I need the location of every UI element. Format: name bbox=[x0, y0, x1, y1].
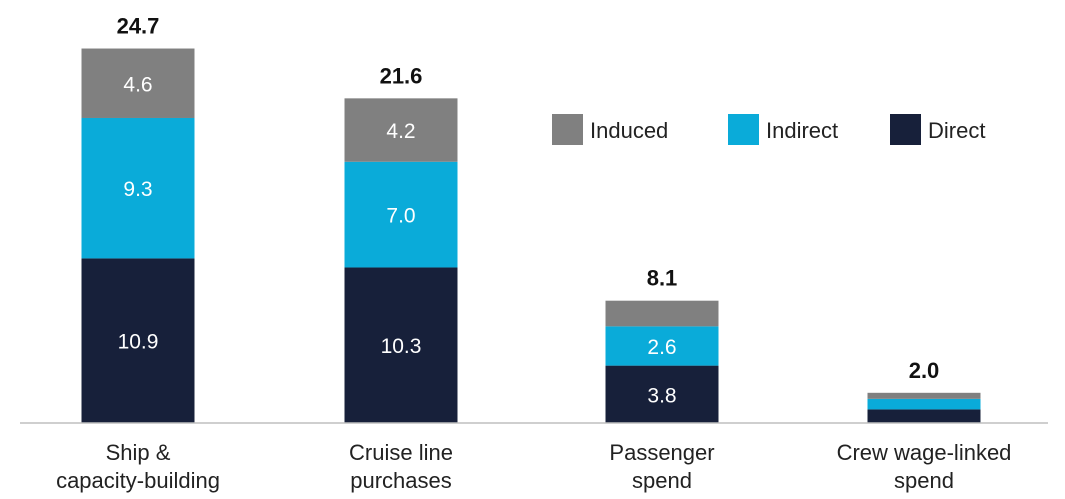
segment-value-label: 3.8 bbox=[647, 384, 676, 407]
category-label: Passenger spend bbox=[609, 440, 714, 493]
category-label: Cruise line purchases bbox=[349, 440, 453, 493]
legend: Induced Indirect Direct bbox=[552, 114, 985, 145]
segment-value-label: 7.0 bbox=[386, 205, 415, 228]
bar-segment-induced bbox=[605, 300, 719, 327]
bar-segment-indirect bbox=[81, 117, 195, 259]
bar-segment-indirect bbox=[867, 398, 981, 410]
bar-total-label: 24.7 bbox=[117, 14, 160, 39]
segment-value-label: 4.6 bbox=[123, 73, 152, 96]
bars-layer bbox=[81, 48, 981, 423]
segment-value-label: 10.3 bbox=[381, 335, 422, 358]
legend-label-indirect: Indirect bbox=[766, 118, 838, 143]
category-label-line: Crew wage-linked bbox=[837, 440, 1012, 465]
legend-swatch-direct bbox=[890, 114, 921, 145]
bar-segment-direct bbox=[81, 258, 195, 423]
segment-value-label: 4.2 bbox=[386, 120, 415, 143]
category-label-line: purchases bbox=[350, 468, 452, 493]
category-label: Crew wage-linked spend bbox=[837, 440, 1012, 493]
category-label-line: spend bbox=[894, 468, 954, 493]
category-label-line: spend bbox=[632, 468, 692, 493]
bar-segment-induced bbox=[867, 392, 981, 399]
category-labels: Ship & capacity-building Cruise line purcha… bbox=[56, 440, 1011, 493]
legend-label-induced: Induced bbox=[590, 118, 668, 143]
bar-segment-induced bbox=[344, 98, 458, 162]
legend-swatch-induced bbox=[552, 114, 583, 145]
segment-value-label: 9.3 bbox=[123, 178, 152, 201]
category-label-line: Ship & bbox=[106, 440, 171, 465]
legend-swatch-indirect bbox=[728, 114, 759, 145]
segment-value-label: 10.9 bbox=[118, 331, 159, 354]
bar-segment-indirect bbox=[605, 326, 719, 366]
bar-segment-indirect bbox=[344, 161, 458, 268]
category-label: Ship & capacity-building bbox=[56, 440, 220, 493]
bar-segment-direct bbox=[867, 409, 981, 423]
bar-total-label: 8.1 bbox=[647, 266, 678, 291]
segment-value-label: 2.6 bbox=[647, 336, 676, 359]
bar-total-label: 2.0 bbox=[909, 358, 940, 383]
bar-total-label: 21.6 bbox=[380, 63, 423, 88]
bar-segment-direct bbox=[344, 267, 458, 423]
category-label-line: Cruise line bbox=[349, 440, 453, 465]
bar-segment-direct bbox=[605, 365, 719, 423]
bar-segment-induced bbox=[81, 48, 195, 118]
labels-layer: 10.9 9.3 4.6 24.7 10.3 7.0 4.2 21.6 3.8 2.6 8.1 2.0 bbox=[117, 14, 940, 408]
category-label-line: Passenger bbox=[609, 440, 714, 465]
category-label-line: capacity-building bbox=[56, 468, 220, 493]
legend-label-direct: Direct bbox=[928, 118, 985, 143]
